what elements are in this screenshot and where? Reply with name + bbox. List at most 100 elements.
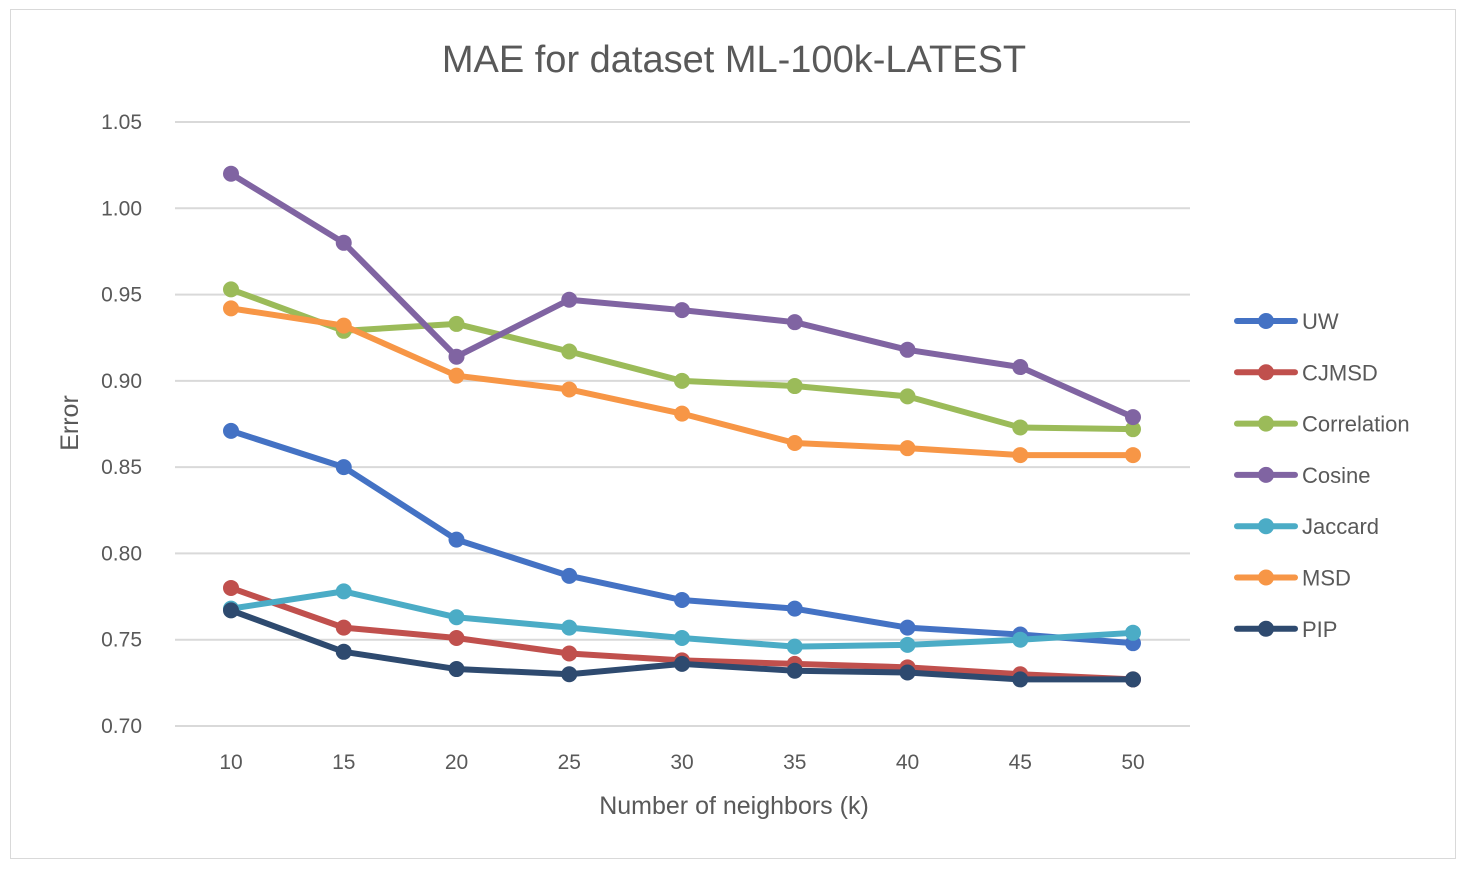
data-point (786, 600, 803, 617)
legend-swatch-marker (1258, 466, 1274, 483)
data-point (786, 638, 803, 655)
legend: UW CJMSD Correlation Cosine Jaccard MSD PIP (1234, 309, 1410, 642)
data-point (899, 636, 916, 653)
data-point (899, 440, 916, 457)
legend-swatch-marker (1258, 620, 1274, 637)
y-tick-label: 0.85 (101, 456, 142, 479)
x-tick-label: 45 (1009, 751, 1032, 774)
legend-label: PIP (1302, 617, 1337, 642)
data-point (223, 422, 239, 439)
data-point (223, 579, 239, 596)
data-point (1125, 624, 1141, 641)
data-point (335, 583, 352, 600)
x-tick-label: 25 (558, 751, 581, 774)
y-tick-label: 0.75 (101, 629, 142, 652)
data-point (561, 666, 578, 683)
x-tick-label: 15 (332, 751, 355, 774)
data-point (674, 372, 690, 389)
data-point (674, 655, 690, 672)
data-point (335, 317, 352, 334)
y-tick-label: 0.95 (101, 284, 142, 307)
x-tick-label: 35 (783, 751, 806, 774)
legend-swatch-marker (1258, 569, 1274, 586)
data-point (786, 314, 803, 331)
data-point (223, 165, 239, 182)
y-tick-label: 0.90 (101, 370, 142, 393)
y-tick-label: 0.70 (101, 715, 142, 738)
legend-swatch-marker (1258, 415, 1274, 432)
data-point (899, 664, 916, 681)
legend-label: Jaccard (1302, 514, 1379, 539)
data-point (1012, 671, 1029, 688)
data-point (448, 315, 465, 332)
series-line (228, 427, 1136, 647)
data-point (1125, 421, 1141, 438)
legend-item: CJMSD (1234, 360, 1378, 385)
data-point (448, 348, 465, 365)
series-lines (223, 165, 1141, 688)
data-point (1125, 447, 1141, 464)
data-point (1125, 409, 1141, 426)
legend-label: MSD (1302, 566, 1351, 591)
data-point (448, 531, 465, 548)
data-point (561, 567, 578, 584)
chart-title: MAE for dataset ML-100k-LATEST (442, 39, 1026, 81)
data-point (561, 619, 578, 636)
y-axis-title: Error (56, 395, 84, 451)
series-pip (223, 602, 1141, 688)
data-point (674, 592, 690, 609)
data-point (448, 367, 465, 384)
legend-item: UW (1234, 309, 1339, 334)
series-msd (223, 300, 1141, 464)
legend-swatch-marker (1258, 313, 1274, 329)
data-point (786, 378, 803, 395)
data-point (223, 602, 239, 619)
data-point (561, 291, 578, 308)
series-uw (223, 422, 1141, 652)
data-point (786, 662, 803, 679)
data-point (674, 629, 690, 646)
legend-swatch-marker (1258, 364, 1274, 381)
data-point (899, 388, 916, 405)
data-point (335, 643, 352, 660)
data-point (223, 281, 239, 298)
data-point (1012, 447, 1029, 464)
legend-label: CJMSD (1302, 360, 1378, 385)
legend-label: UW (1302, 309, 1339, 334)
chart-frame (10, 9, 1456, 859)
legend-item: Correlation (1234, 412, 1410, 437)
x-tick-label: 30 (670, 751, 693, 774)
series-cosine (223, 165, 1141, 426)
legend-item: Cosine (1234, 463, 1370, 488)
data-point (448, 661, 465, 678)
data-point (1012, 631, 1029, 648)
data-point (674, 302, 690, 319)
legend-item: Jaccard (1234, 514, 1379, 539)
data-point (899, 341, 916, 358)
y-tick-label: 1.00 (101, 197, 142, 220)
data-point (1012, 419, 1029, 436)
data-point (1125, 671, 1141, 688)
data-point (561, 343, 578, 360)
data-point (335, 619, 352, 636)
x-axis-title: Number of neighbors (k) (599, 792, 869, 820)
legend-item: MSD (1234, 566, 1351, 591)
x-tick-labels: 10 15 20 25 30 35 40 45 50 (219, 751, 1144, 774)
data-point (561, 381, 578, 398)
y-tick-label: 0.80 (101, 542, 142, 565)
legend-label: Cosine (1302, 463, 1370, 488)
data-point (335, 459, 352, 476)
series-correlation (223, 281, 1141, 438)
data-point (674, 405, 690, 422)
data-point (1012, 359, 1029, 376)
data-point (448, 629, 465, 646)
y-tick-labels: 0.70 0.75 0.80 0.85 0.90 0.95 1.00 1.05 (101, 111, 142, 738)
data-point (786, 434, 803, 451)
legend-swatch-marker (1258, 518, 1274, 535)
legend-item: PIP (1234, 617, 1337, 642)
x-tick-label: 40 (896, 751, 919, 774)
legend-label: Correlation (1302, 412, 1410, 437)
x-tick-label: 10 (219, 751, 242, 774)
x-tick-label: 50 (1121, 751, 1144, 774)
